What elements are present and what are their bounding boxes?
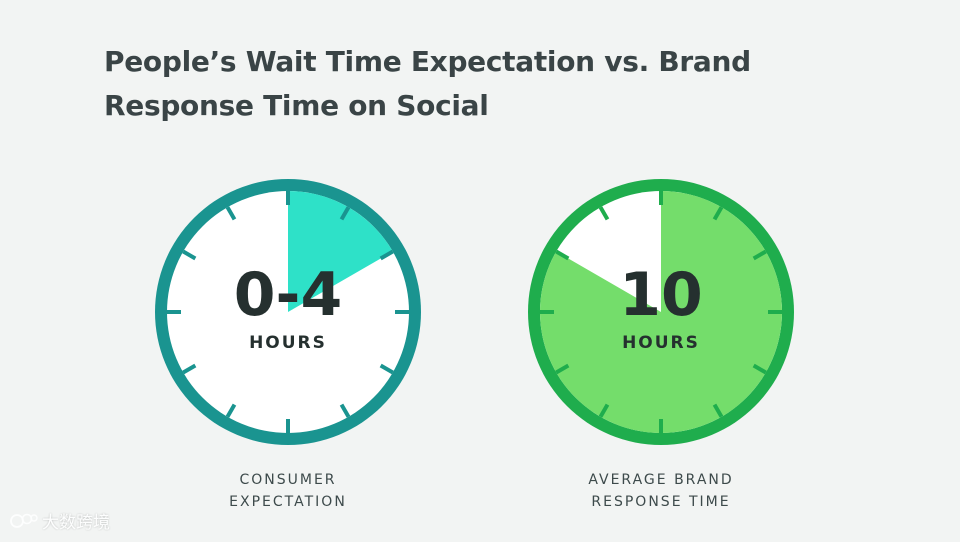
brand-response-gauge-graphic: 10 HOURS — [528, 179, 794, 445]
gauge-tick-mark — [339, 403, 351, 418]
gauge-tick-mark — [752, 363, 767, 375]
brand-response-caption-line-2: RESPONSE TIME — [591, 494, 731, 510]
gauge-tick-mark — [225, 206, 237, 221]
gauge-tick-mark — [225, 403, 237, 418]
gauge-tick-mark — [712, 403, 724, 418]
gauge-tick-mark — [752, 249, 767, 261]
brand-response-gauge: 10 HOURS — [526, 177, 796, 447]
watermark: 大数跨境 — [10, 508, 110, 533]
gauge-tick-mark — [712, 206, 724, 221]
gauge-value-label: 10 — [619, 260, 703, 330]
gauge-tick-mark — [555, 249, 570, 261]
consumer-expectation-caption-line-2: EXPECTATION — [229, 494, 347, 510]
dashu-logo-icon — [10, 513, 38, 528]
gauge-value-label: 0-4 — [234, 260, 342, 330]
consumer-expectation-gauge: 0-4 HOURS — [153, 177, 423, 447]
consumer-expectation-gauge-graphic: 0-4 HOURS — [155, 179, 421, 445]
consumer-expectation-caption: CONSUMER EXPECTATION — [153, 469, 423, 513]
gauge-tick-mark — [379, 363, 394, 375]
gauge-fill-sector — [539, 191, 782, 433]
gauge-tick-mark — [182, 363, 197, 375]
chart-title: People’s Wait Time Expectation vs. Brand… — [104, 45, 751, 122]
gauge-tick-mark — [598, 206, 610, 221]
gauge-tick-mark — [182, 249, 197, 261]
gauge-tick-mark — [379, 249, 394, 261]
gauge-unit-label: HOURS — [622, 333, 700, 353]
gauge-tick-mark — [339, 206, 351, 221]
gauge-tick-mark — [555, 363, 570, 375]
watermark-text: 大数跨境 — [42, 513, 110, 533]
gauge-fill-sector — [288, 191, 393, 312]
gauge-unit-label: HOURS — [249, 333, 327, 353]
consumer-expectation-caption-line-1: CONSUMER — [239, 472, 337, 488]
brand-response-caption-line-1: AVERAGE BRAND — [588, 472, 734, 488]
gauge-tick-mark — [598, 403, 610, 418]
brand-response-caption: AVERAGE BRAND RESPONSE TIME — [526, 469, 796, 513]
